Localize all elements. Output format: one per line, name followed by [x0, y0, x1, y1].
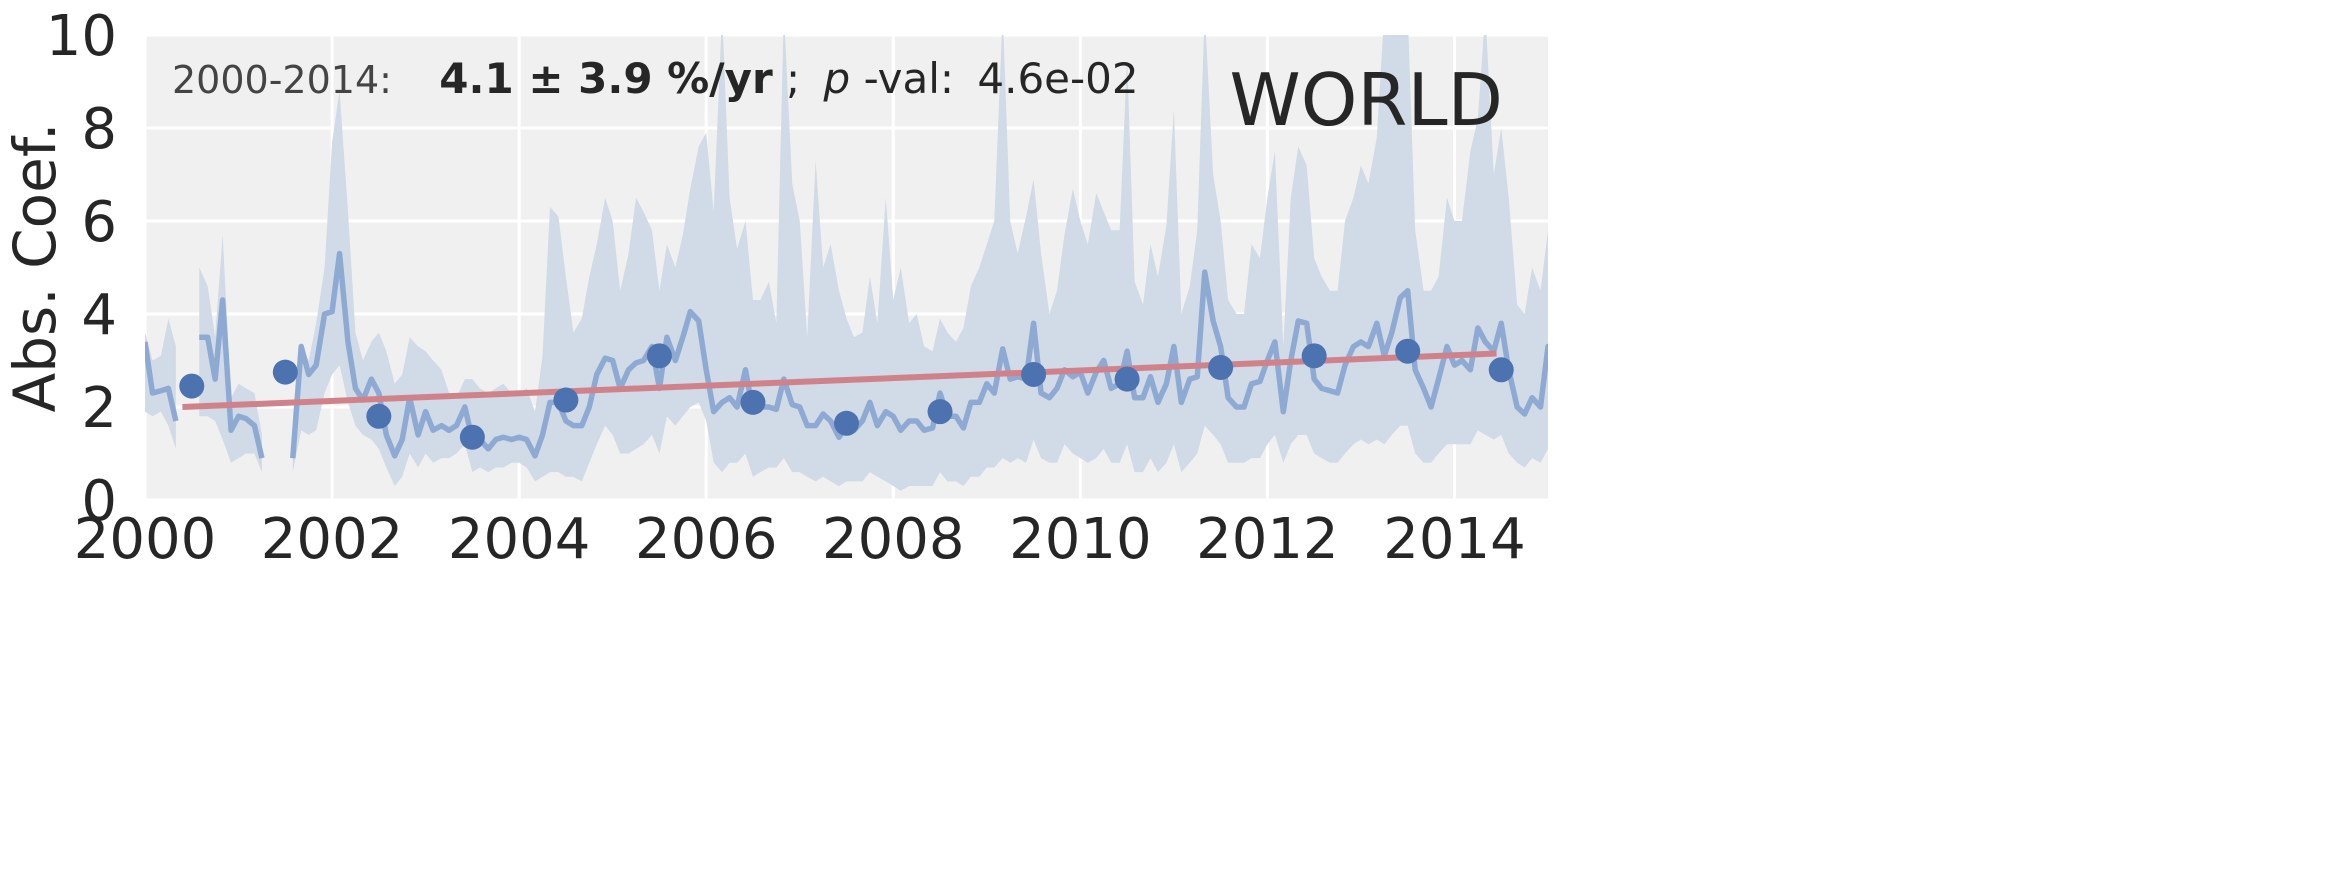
- x-axis-ticks: 2000 2002 2004 2006 2008 2010 2012 2014: [74, 507, 1526, 572]
- annual-point: [740, 389, 766, 415]
- annual-point: [1208, 354, 1234, 380]
- annual-point: [834, 410, 859, 436]
- annual-point: [646, 343, 672, 369]
- y-tick-label: 2: [81, 376, 117, 441]
- annotation-pval-label: -val:: [864, 54, 954, 103]
- annotation-separator: ;: [786, 54, 800, 103]
- x-tick-label: 2006: [635, 507, 778, 572]
- annual-point: [1488, 357, 1514, 383]
- annual-point: [553, 387, 579, 413]
- x-tick-label: 2000: [74, 507, 217, 572]
- monthly-line-segment: [290, 250, 1548, 459]
- uncertainty-band: [145, 35, 1548, 491]
- x-tick-label: 2004: [448, 507, 591, 572]
- band-segment: [292, 35, 1548, 491]
- annotation-pvalue: 4.6e-02: [977, 54, 1138, 103]
- band-segment: [199, 234, 262, 473]
- annotation-trend: 4.1 ± 3.9 %/yr: [439, 54, 773, 103]
- annual-point: [179, 373, 205, 399]
- annual-point: [366, 403, 392, 429]
- x-tick-label: 2014: [1383, 507, 1526, 572]
- band-segment: [145, 318, 176, 449]
- x-tick-label: 2012: [1196, 507, 1339, 572]
- annual-point: [1395, 338, 1421, 364]
- monthly-line-segment: [145, 341, 179, 422]
- y-axis-label: Abs. Coef.: [1, 123, 69, 413]
- y-tick-label: 10: [46, 4, 117, 69]
- annual-points: [179, 338, 1514, 450]
- annotation-period: 2000-2014:: [172, 58, 392, 102]
- plot-area: [145, 35, 1548, 491]
- y-tick-label: 8: [81, 97, 117, 162]
- annual-point: [272, 359, 298, 385]
- y-axis-ticks: 0 2 4 6 8 10: [46, 4, 117, 534]
- y-tick-label: 0: [81, 469, 117, 534]
- y-tick-label: 4: [81, 283, 117, 348]
- annual-point: [927, 399, 953, 425]
- annotation-p: p: [823, 54, 851, 103]
- monthly-series: [145, 250, 1548, 459]
- y-tick-label: 6: [81, 190, 117, 255]
- region-label: WORLD: [1230, 58, 1503, 142]
- trend-annotation: 2000-2014: 4.1 ± 3.9 %/yr ; p -val: 4.6e…: [172, 54, 1139, 103]
- annual-point: [459, 424, 485, 450]
- annual-point: [1114, 366, 1140, 392]
- trend-series: [182, 350, 1497, 410]
- annual-point: [1301, 343, 1327, 369]
- trend-line: [182, 350, 1497, 410]
- x-tick-label: 2010: [1009, 507, 1152, 572]
- x-tick-label: 2008: [822, 507, 965, 572]
- monthly-line-segment: [199, 297, 265, 459]
- annual-point: [1021, 361, 1047, 387]
- x-tick-label: 2002: [261, 507, 404, 572]
